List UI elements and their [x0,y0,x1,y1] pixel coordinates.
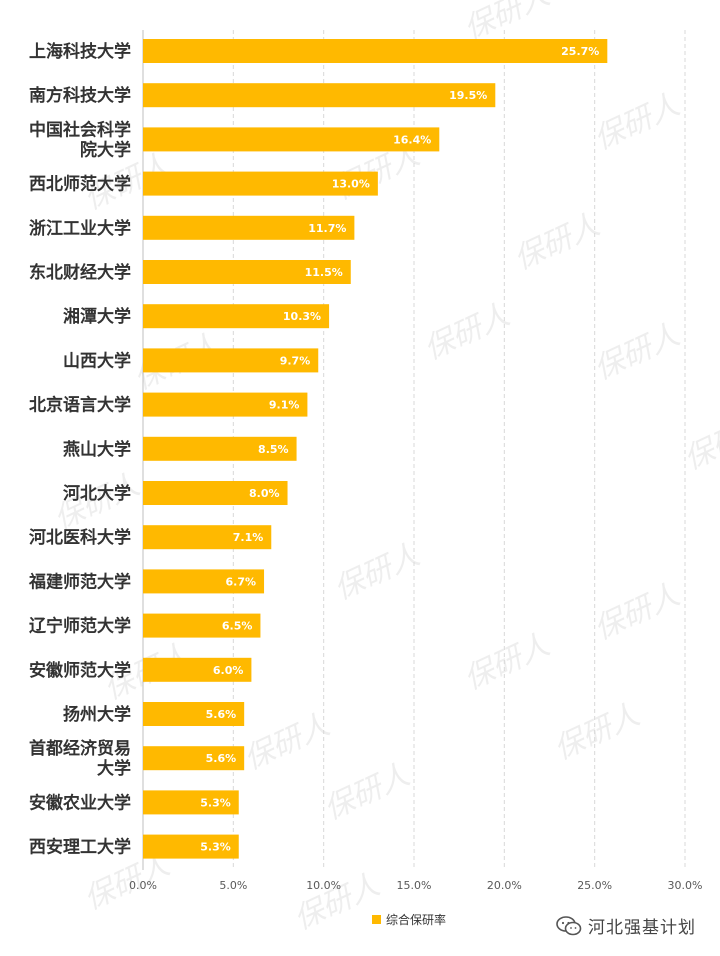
wechat-icon [556,915,582,935]
watermark-text: 保研人 [239,707,335,777]
data-label: 9.1% [269,399,300,412]
x-tick-label: 30.0% [668,879,703,892]
legend-label: 综合保研率 [386,913,447,927]
x-tick-label: 5.0% [219,879,247,892]
bar [143,83,496,108]
bar [143,392,308,417]
category-label: 福建师范大学 [28,571,131,592]
watermark-text: 保研人 [289,867,385,937]
data-label: 11.7% [308,222,346,235]
bar [143,436,297,461]
bar [143,569,265,594]
data-label: 10.3% [283,310,321,323]
bar [143,260,351,284]
watermark-text: 保研人 [589,87,685,157]
category-label: 西安理工大学 [29,837,131,858]
data-label: 19.5% [449,89,487,102]
bar [143,525,272,550]
bar [143,304,330,329]
data-label: 8.0% [249,487,280,500]
category-label: 扬州大学 [63,704,131,725]
data-label: 5.6% [206,708,237,721]
bar [143,657,252,682]
bar [143,39,608,63]
category-label: 首都经济贸易大学 [29,738,131,779]
category-label: 西北师范大学 [29,174,131,195]
bar [143,790,239,815]
bar [143,215,355,240]
data-label: 7.1% [233,531,264,544]
category-label: 湘潭大学 [63,306,131,327]
category-label: 南方科技大学 [29,85,131,106]
watermark-text: 保研人 [549,697,645,767]
data-label: 16.4% [393,133,431,146]
bar [143,702,245,726]
watermark-text: 保研人 [589,317,685,387]
watermark-text: 保研人 [319,757,415,827]
x-tick-label: 0.0% [129,879,157,892]
watermark-text: 保研人 [419,297,515,367]
watermark-text: 保研人 [509,207,605,277]
bar [143,481,288,505]
watermark-text: 保研人 [329,537,425,607]
category-label: 河北大学 [63,483,131,504]
category-label: 上海科技大学 [29,41,131,62]
category-label: 浙江工业大学 [29,218,131,239]
category-label: 辽宁师范大学 [29,616,131,637]
data-label: 25.7% [561,45,599,58]
category-label: 河北医科大学 [29,527,131,548]
data-label: 5.3% [200,841,231,854]
data-label: 6.0% [213,664,244,677]
bar [143,348,319,373]
category-label: 安徽师范大学 [29,660,131,681]
bar [143,746,245,771]
footer-brand: 河北强基计划 [556,913,696,938]
x-tick-label: 20.0% [487,879,522,892]
category-label: 燕山大学 [63,439,131,460]
bar [143,834,239,859]
data-label: 13.0% [332,178,370,191]
x-tick-label: 15.0% [397,879,432,892]
data-label: 6.5% [222,620,253,633]
legend-swatch [372,915,381,924]
chart-legend: 综合保研率 [372,911,446,928]
watermark-text: 保研人 [589,577,685,647]
bar [143,127,440,152]
brand-name: 河北强基计划 [588,918,696,938]
watermark-text: 保研人 [459,627,555,697]
bar [143,171,378,196]
data-label: 11.5% [305,266,343,279]
data-label: 6.7% [226,575,257,588]
x-tick-label: 25.0% [577,879,612,892]
data-label: 9.7% [280,354,311,367]
bar [143,613,261,638]
category-label: 山西大学 [63,350,131,371]
category-label: 东北财经大学 [29,262,131,283]
category-label: 中国社会科学院大学 [29,119,131,160]
data-label: 5.6% [206,752,237,765]
data-label: 8.5% [258,443,289,456]
data-label: 5.3% [200,796,231,809]
category-label: 北京语言大学 [29,395,131,416]
category-label: 安徽农业大学 [29,792,131,813]
x-tick-label: 10.0% [306,879,341,892]
